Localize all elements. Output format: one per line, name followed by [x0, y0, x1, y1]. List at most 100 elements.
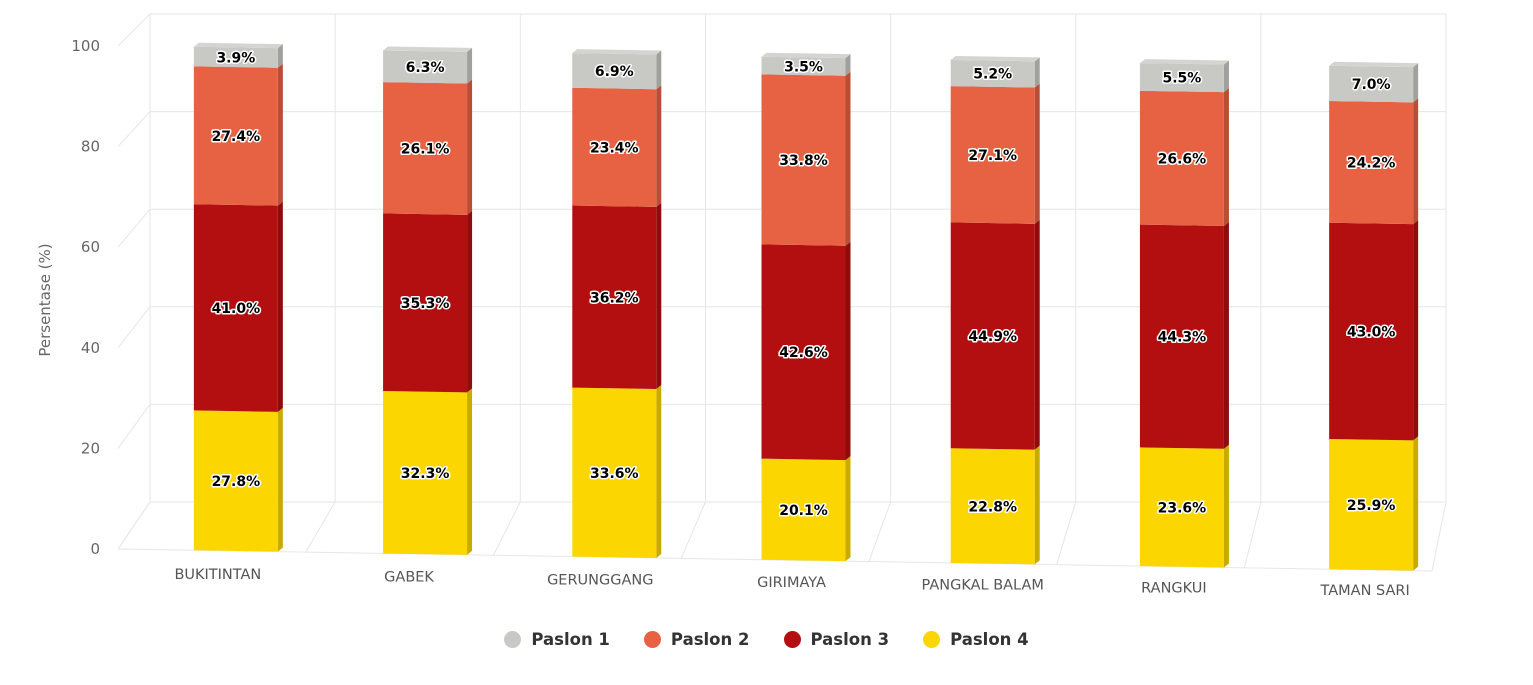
x-category-label: GABEK [384, 570, 434, 586]
grid-floor-line [680, 501, 706, 559]
x-category-label: TAMAN SARI [1320, 583, 1410, 599]
bar-segment[interactable] [1329, 100, 1414, 225]
data-label: 26.6% [1158, 151, 1207, 167]
grid-floor-line [117, 501, 151, 550]
legend-item[interactable]: Paslon 3 [783, 630, 890, 649]
data-label: 43.0% [1347, 325, 1396, 341]
bar-layer [193, 42, 1419, 571]
data-label: 27.8% [212, 474, 261, 490]
y-tick-label: 40 [81, 339, 100, 357]
bar-segment[interactable] [1139, 90, 1224, 226]
bar-segment[interactable] [761, 244, 846, 461]
bar-side [1413, 220, 1419, 441]
x-category-label: GIRIMAYA [757, 575, 826, 591]
data-label: 20.1% [779, 503, 828, 519]
legend-label: Paslon 4 [950, 630, 1029, 649]
legend: Paslon 1 Paslon 2 Paslon 3 Paslon 4 [0, 630, 1533, 649]
bar-side [277, 44, 283, 68]
bar-top [383, 46, 473, 52]
bar-segment[interactable] [572, 205, 657, 390]
legend-label: Paslon 1 [531, 630, 610, 649]
bar-side [277, 63, 283, 206]
x-category-label: BUKITINTAN [174, 567, 261, 583]
bar-side [1413, 63, 1419, 103]
bar-segment[interactable] [193, 204, 278, 412]
bar-segment[interactable] [950, 448, 1035, 565]
legend-label: Paslon 3 [810, 630, 890, 649]
data-label: 23.4% [590, 140, 639, 156]
x-category-label: RANGKUI [1141, 580, 1207, 596]
bar-segment[interactable] [572, 53, 657, 90]
bar-side [845, 456, 851, 562]
data-label: 44.9% [968, 329, 1017, 345]
bar-side [845, 241, 851, 461]
bar-side [467, 388, 473, 555]
bar-side [656, 85, 662, 207]
y-tick-label: 100 [71, 37, 100, 55]
bar-top [1329, 61, 1419, 68]
bar-top [761, 52, 851, 59]
data-label: 27.1% [968, 148, 1017, 164]
data-label: 24.2% [1347, 156, 1396, 172]
bar-segment[interactable] [761, 74, 846, 246]
data-label: 3.9% [216, 50, 255, 66]
data-label: 35.3% [401, 296, 450, 312]
grid-floor-line [492, 501, 521, 556]
bar-segment[interactable] [572, 87, 657, 207]
bar-segment[interactable] [761, 56, 846, 76]
legend-item[interactable]: Paslon 1 [504, 630, 610, 649]
bar-segment[interactable] [1329, 439, 1414, 571]
bar-segment[interactable] [1329, 65, 1414, 103]
bar-top [950, 55, 1040, 62]
bar-side [1223, 60, 1229, 93]
data-label: 3.5% [784, 59, 823, 75]
bar-side [467, 210, 473, 393]
data-label: 23.6% [1158, 500, 1207, 516]
legend-swatch [783, 631, 801, 648]
grid-side-line [117, 13, 151, 47]
data-label: 26.1% [401, 141, 450, 157]
bar-side [1223, 444, 1229, 568]
data-label: 33.8% [779, 153, 828, 169]
data-labels: 27.8% 41.0% 27.4% 3.9% 32.3% 35.3% 26.1% 6.3% 33… [210, 49, 1397, 521]
bar-top [193, 42, 283, 49]
bar-side [1413, 436, 1419, 571]
bar-side [1034, 219, 1040, 450]
legend-item[interactable]: Paslon 2 [643, 630, 750, 649]
grid-floor-line [1056, 501, 1077, 565]
legend-item[interactable]: Paslon 4 [923, 630, 1029, 649]
bar-segment[interactable] [383, 82, 468, 215]
bar-segment[interactable] [950, 222, 1035, 450]
bar-segment[interactable] [761, 458, 846, 562]
bar-segment[interactable] [950, 86, 1035, 224]
bar-segment[interactable] [383, 390, 468, 555]
data-label: 27.4% [212, 129, 261, 145]
grid-floor-line [305, 501, 336, 553]
bar-segment[interactable] [193, 46, 278, 68]
bar-side [1413, 98, 1419, 225]
data-label: 7.0% [1352, 77, 1391, 93]
bar-segment[interactable] [383, 50, 468, 84]
bar-segment[interactable] [950, 59, 1035, 88]
bar-segment[interactable] [193, 66, 278, 206]
bar-segment[interactable] [193, 410, 278, 552]
bar-side [1223, 88, 1229, 226]
bar-segment[interactable] [1139, 63, 1224, 93]
bar-segment[interactable] [572, 387, 657, 559]
bar-side [467, 47, 473, 84]
bar-side [656, 50, 662, 90]
bar-side [656, 202, 662, 390]
y-tick-label: 20 [81, 439, 100, 457]
bar-segment[interactable] [1329, 222, 1414, 441]
legend-swatch [504, 631, 522, 648]
bar-segment[interactable] [383, 213, 468, 393]
x-category-label: PANGKAL BALAM [922, 578, 1044, 594]
grid-side-line [117, 208, 151, 248]
data-label: 6.3% [406, 60, 445, 76]
bar-segment[interactable] [1139, 224, 1224, 449]
bar-segment[interactable] [1139, 447, 1224, 568]
data-label: 6.9% [595, 64, 634, 80]
bar-side [1034, 83, 1040, 224]
